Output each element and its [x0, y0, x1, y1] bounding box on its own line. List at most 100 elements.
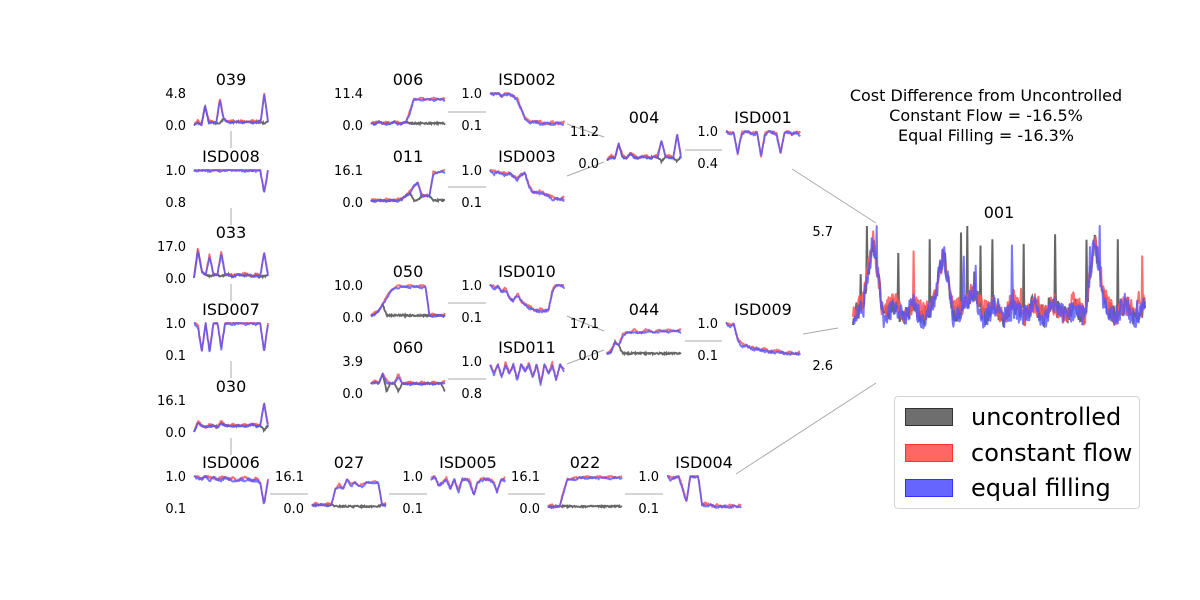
panel-title-004: 004 [629, 108, 660, 127]
tick-min-044: 0.0 [578, 349, 599, 364]
panel-001: 001 5.7 2.6 [812, 203, 1146, 374]
panel-title-isd011: ISD011 [498, 338, 556, 357]
tick-min-039: 0.0 [165, 119, 186, 134]
cost-constant-flow: Constant Flow = -16.5% [889, 106, 1083, 125]
tick-max-011: 16.1 [334, 164, 363, 179]
tick-max-isd004: 1.0 [638, 470, 659, 485]
panel-title-022: 022 [570, 453, 601, 472]
panel-title-isd006: ISD006 [202, 453, 260, 472]
panel-title-isd004: ISD004 [675, 453, 733, 472]
tick-min-004: 0.0 [578, 157, 599, 172]
legend-label-equal-filling: equal filling [971, 474, 1111, 502]
series-equal-filling-isd011 [489, 362, 565, 386]
node-panels: 039 4.8 0.0 ISD008 1.0 0.8 033 17.0 0.0 ISD007 1.0… [157, 70, 1146, 517]
panel-isd005: ISD005 1.0 0.1 [402, 453, 506, 517]
panel-006: 006 11.4 0.0 [334, 70, 446, 134]
tick-min-isd006: 0.1 [165, 502, 186, 517]
tick-max-006: 11.4 [334, 87, 363, 102]
tick-max-isd001: 1.0 [697, 125, 718, 140]
tick-max-033: 17.0 [157, 240, 186, 255]
series-equal-filling-030 [193, 402, 269, 433]
series-constant-flow-isd005 [430, 475, 506, 496]
connection-lines [230, 111, 877, 495]
tick-min-033: 0.0 [165, 272, 186, 287]
tick-min-isd004: 0.1 [638, 502, 659, 517]
panel-title-044: 044 [629, 300, 660, 319]
panel-title-isd008: ISD008 [202, 147, 260, 166]
panel-title-039: 039 [216, 70, 247, 89]
panel-isd003: ISD003 1.0 0.1 [461, 147, 565, 211]
tick-max-030: 16.1 [157, 394, 186, 409]
tick-min-isd003: 0.1 [461, 196, 482, 211]
edge-isd011-044 [566, 349, 605, 365]
panel-title-060: 060 [393, 338, 424, 357]
edge-isd001-001 [791, 168, 877, 224]
series-equal-filling-isd010 [489, 284, 565, 314]
panel-030: 030 16.1 0.0 [157, 377, 269, 441]
series-equal-filling-050 [370, 284, 446, 318]
panel-isd009: ISD009 1.0 0.1 [697, 300, 801, 364]
series-equal-filling-006 [370, 97, 446, 126]
panel-title-050: 050 [393, 262, 424, 281]
series-equal-filling-isd001 [725, 130, 801, 156]
panel-title-isd001: ISD001 [734, 108, 792, 127]
tick-min-isd001: 0.4 [697, 157, 718, 172]
series-equal-filling-isd006 [193, 475, 269, 505]
tick-max-isd003: 1.0 [461, 164, 482, 179]
tick-max-isd005: 1.0 [402, 470, 423, 485]
series-equal-filling-004 [606, 134, 682, 161]
tick-min-isd011: 0.8 [461, 387, 482, 402]
series-equal-filling-isd003 [489, 169, 565, 202]
panel-060: 060 3.9 0.0 [342, 338, 446, 402]
legend-swatch-uncontrolled [905, 408, 953, 426]
legend-swatch-constant-flow [905, 444, 953, 462]
series-constant-flow-isd008 [193, 169, 269, 193]
panel-isd007: ISD007 1.0 0.1 [165, 300, 269, 364]
series-equal-filling-isd009 [725, 322, 801, 356]
tick-min-060: 0.0 [342, 387, 363, 402]
series-constant-flow-isd004 [666, 475, 742, 509]
legend-label-uncontrolled: uncontrolled [971, 403, 1122, 431]
panel-title-001: 001 [984, 203, 1015, 222]
tick-min-030: 0.0 [165, 426, 186, 441]
panel-isd002: ISD002 1.0 0.1 [461, 70, 565, 134]
series-constant-flow-050 [370, 284, 446, 317]
series-equal-filling-isd002 [489, 92, 565, 126]
tick-max-044: 17.1 [570, 317, 599, 332]
tick-max-004: 11.2 [570, 125, 599, 140]
legend-label-constant-flow: constant flow [971, 439, 1133, 467]
tick-max-050: 10.0 [334, 279, 363, 294]
series-uncontrolled-044 [606, 338, 682, 357]
series-equal-filling-isd008 [193, 169, 269, 193]
series-constant-flow-022 [547, 475, 623, 508]
series-equal-filling-027 [311, 478, 387, 508]
panel-004: 004 11.2 0.0 [570, 108, 682, 172]
panel-033: 033 17.0 0.0 [157, 223, 269, 287]
tick-min-050: 0.0 [342, 311, 363, 326]
tick-max-027: 16.1 [275, 470, 304, 485]
series-equal-filling-011 [370, 170, 446, 203]
edge-isd004-001 [735, 382, 877, 475]
panel-title-011: 011 [393, 147, 424, 166]
series-uncontrolled-050 [370, 302, 446, 320]
panel-isd001: ISD001 1.0 0.4 [697, 108, 801, 172]
tick-max-060: 3.9 [342, 355, 363, 370]
series-equal-filling-isd005 [430, 475, 506, 496]
edge-isd003-004 [566, 161, 605, 177]
cost-equal-filling: Equal Filling = -16.3% [897, 126, 1075, 145]
legend-item-uncontrolled: uncontrolled [905, 402, 1121, 432]
tick-max-isd010: 1.0 [461, 279, 482, 294]
panel-isd008: ISD008 1.0 0.8 [165, 147, 269, 211]
tick-min-006: 0.0 [342, 119, 363, 134]
series-equal-filling-033 [193, 251, 269, 279]
tick-min-isd005: 0.1 [402, 502, 423, 517]
tick-max-022: 16.1 [511, 470, 540, 485]
panel-title-030: 030 [216, 377, 247, 396]
edge-isd010-044 [566, 315, 605, 332]
tick-min-isd002: 0.1 [461, 119, 482, 134]
series-constant-flow-030 [193, 402, 269, 432]
tick-min-isd008: 0.8 [165, 196, 186, 211]
panel-title-006: 006 [393, 70, 424, 89]
legend: uncontrolled constant flow equal filling [894, 396, 1140, 509]
